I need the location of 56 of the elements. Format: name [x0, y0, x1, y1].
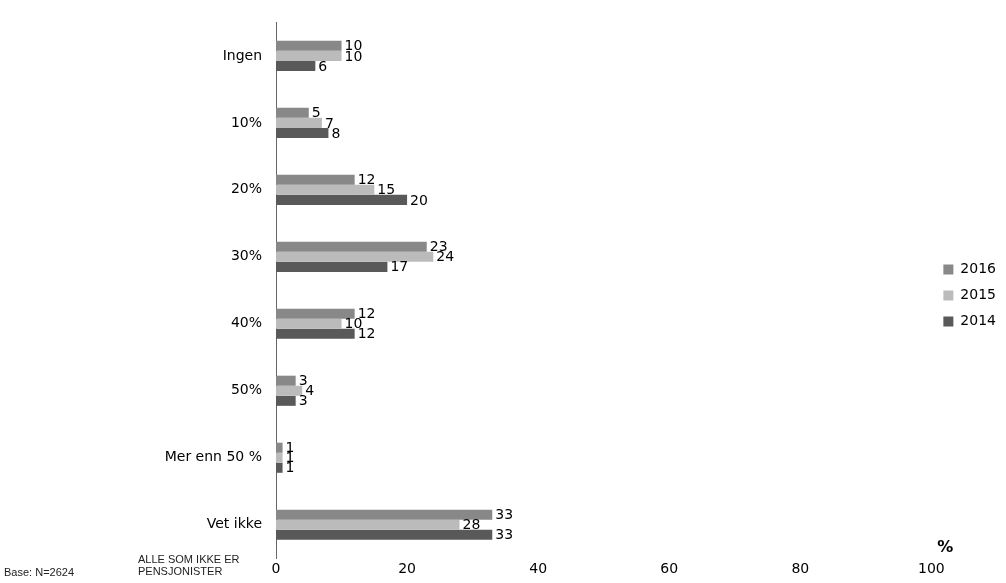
data-label: 28	[462, 516, 481, 533]
bar	[276, 442, 283, 453]
data-label: 20	[410, 191, 428, 208]
x-axis-title: %	[937, 537, 954, 557]
x-tick-label: 100	[918, 560, 945, 577]
data-label: 3	[298, 372, 308, 389]
data-label: 3	[298, 392, 308, 409]
legend-label: 2015	[960, 286, 997, 303]
bar	[276, 127, 329, 138]
x-tick-label: 0	[271, 560, 281, 577]
data-label: 8	[331, 124, 341, 141]
data-label: 15	[377, 181, 396, 198]
data-label: 5	[311, 104, 321, 121]
bar	[276, 261, 388, 272]
bar	[276, 462, 283, 473]
bar	[276, 308, 355, 319]
bar	[276, 375, 296, 386]
y-tick-label: 40%	[230, 314, 262, 331]
y-tick-label: 10%	[230, 113, 262, 130]
bar	[276, 184, 375, 195]
y-tick-label: Vet ikke	[206, 515, 262, 532]
y-tick-label: Mer enn 50 %	[164, 448, 262, 465]
bar	[276, 529, 493, 540]
data-label: 6	[318, 57, 328, 74]
bar	[276, 60, 316, 71]
bar	[276, 519, 460, 530]
bar	[276, 452, 283, 463]
y-tick-label: 30%	[230, 247, 262, 264]
bar	[276, 318, 342, 329]
bar	[276, 251, 434, 262]
data-label: 17	[390, 258, 409, 275]
bar	[276, 328, 355, 339]
bar	[276, 40, 342, 51]
x-tick-label: 40	[529, 560, 548, 577]
data-label: 12	[357, 171, 376, 188]
bar	[276, 117, 322, 128]
data-label: 33	[495, 526, 514, 543]
x-tick-label: 80	[791, 560, 810, 577]
y-tick-label: 50%	[230, 381, 262, 398]
bar	[276, 241, 427, 252]
y-tick-label: 20%	[230, 180, 262, 197]
bar	[276, 194, 408, 205]
bar	[276, 50, 342, 61]
data-label: 33	[495, 506, 514, 523]
x-tick-label: 20	[398, 560, 416, 577]
text: Base: N=2624	[4, 566, 75, 578]
bar	[276, 509, 493, 520]
bar	[276, 385, 303, 396]
bar	[276, 395, 296, 406]
y-tick-label: Ingen	[222, 46, 262, 63]
bar	[276, 107, 309, 118]
text: ALLE SOM IKKE ER PENSJONISTER	[138, 553, 240, 577]
legend-label: 2016	[960, 260, 997, 277]
x-tick-label: 60	[660, 560, 679, 577]
legend-label: 2014	[960, 312, 997, 329]
bar	[276, 174, 355, 185]
